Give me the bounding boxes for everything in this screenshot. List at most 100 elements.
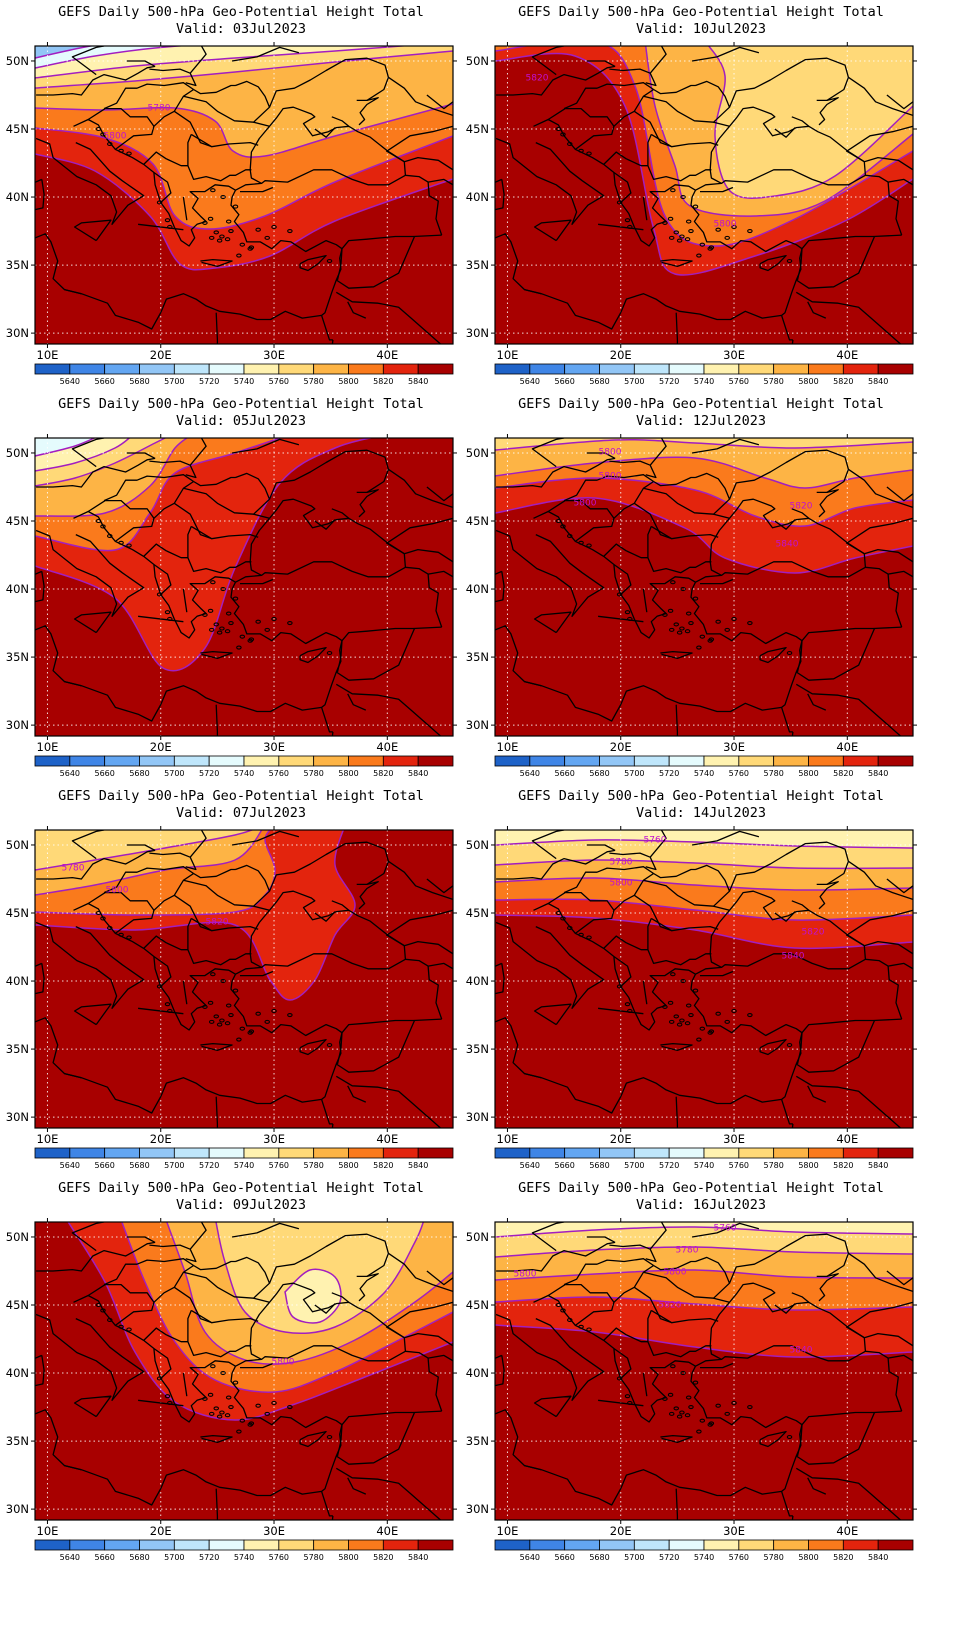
coastline	[331, 1292, 350, 1303]
colorbar-label: 5840	[408, 769, 428, 778]
island	[248, 1421, 255, 1426]
coastline	[341, 626, 442, 642]
island	[560, 1308, 566, 1313]
contour-label: 5760	[714, 1224, 737, 1234]
island	[213, 230, 219, 235]
island	[699, 1026, 706, 1031]
coastline	[695, 1282, 867, 1367]
colorbar-label: 5820	[833, 1161, 853, 1170]
colorbar-swatch	[599, 363, 635, 375]
island	[567, 533, 573, 539]
coastline	[845, 542, 913, 563]
island	[213, 622, 219, 627]
island	[219, 626, 225, 631]
coastline	[427, 574, 443, 628]
coastline	[845, 150, 913, 171]
coastline	[728, 841, 850, 892]
colorbar-label: 5840	[868, 1161, 888, 1170]
colorbar-swatch	[382, 1539, 419, 1551]
colorbar-label: 5780	[303, 1553, 323, 1562]
coastline	[801, 626, 902, 642]
coastline	[887, 1358, 903, 1412]
island	[667, 608, 674, 613]
colorbar-label: 5780	[303, 769, 323, 778]
map-panel: 50N 45N 40N 35N 30N 10E 20E 30E 40E 5640 5660 5680 5…	[0, 392, 482, 802]
island	[202, 220, 208, 225]
island	[699, 242, 706, 247]
coastline	[626, 1310, 652, 1343]
coastline	[660, 650, 693, 660]
contour-label: 5820	[659, 1301, 682, 1311]
coastline	[865, 566, 913, 578]
colorbar-label: 5680	[589, 377, 609, 386]
colorbar-label: 5680	[129, 769, 149, 778]
coastline	[235, 864, 271, 911]
contour-line	[495, 1226, 913, 1238]
colorbar-swatch	[842, 755, 879, 767]
colorbar-swatch	[243, 755, 280, 767]
island	[708, 245, 715, 250]
coastline	[700, 578, 734, 585]
colorbar: 5640 5660 5680 5700 5720 5740 5760 5780 5800 5820…	[494, 1147, 914, 1170]
contour-label: 5800	[664, 1268, 687, 1278]
colorbar-swatch	[313, 1147, 349, 1159]
colorbar-swatch	[382, 363, 419, 375]
contour-line	[35, 438, 374, 672]
lat-label: 50N	[466, 54, 489, 68]
coastline	[603, 151, 627, 165]
coastline	[166, 918, 192, 951]
island	[685, 611, 692, 616]
colorbar-swatch	[34, 1539, 71, 1551]
colorbar-label: 5720	[199, 377, 219, 386]
island	[715, 227, 721, 232]
coastline	[886, 1270, 913, 1286]
island	[232, 596, 239, 601]
panel-title: GEFS Daily 500-hPa Geo-Potential Height …	[58, 1180, 424, 1196]
coastline	[613, 171, 632, 203]
map-panel: 5800 50N 45N 40N 35N 30N 10E 20E 30E 40E 5640 5660 5…	[0, 1176, 482, 1586]
colorbar-swatch	[703, 1539, 740, 1551]
colorbar-label: 5720	[199, 1553, 219, 1562]
island	[724, 1019, 730, 1024]
coastline	[609, 1244, 657, 1263]
field-band	[285, 1269, 341, 1323]
island	[236, 253, 242, 258]
island	[208, 627, 215, 632]
coastline	[347, 693, 367, 711]
contour-line	[495, 52, 913, 276]
coastline	[235, 1282, 407, 1367]
colorbar-swatch	[738, 363, 775, 375]
coastline	[149, 1244, 197, 1263]
colorbar: 5640 5660 5680 5700 5720 5740 5760 5780 5800 5820…	[34, 1147, 454, 1170]
contour-label: 5840	[790, 1346, 813, 1356]
contour-line	[35, 46, 189, 69]
coastline	[647, 949, 712, 966]
coastline	[64, 680, 82, 687]
island	[219, 1410, 225, 1415]
lon-label: 40E	[376, 740, 398, 754]
lat-label: 30N	[466, 718, 489, 732]
contour-line	[495, 46, 913, 247]
lat-label: 50N	[466, 838, 489, 852]
island	[670, 580, 676, 585]
coastline	[796, 1032, 803, 1065]
coastline	[235, 472, 271, 519]
coastline	[848, 860, 913, 901]
coastline	[166, 134, 192, 167]
colorbar-label: 5740	[234, 377, 254, 386]
coastline	[405, 958, 453, 970]
coastline	[774, 911, 796, 922]
contour-line	[495, 1324, 913, 1358]
island	[95, 910, 102, 916]
coastline	[575, 126, 615, 150]
coastline	[647, 557, 712, 574]
island	[586, 543, 592, 548]
coastline	[846, 909, 913, 936]
colorbar-swatch	[417, 363, 454, 375]
island	[696, 1429, 702, 1434]
island	[156, 1376, 163, 1381]
coastline	[299, 1430, 327, 1448]
contour-label: 5820	[206, 918, 229, 928]
